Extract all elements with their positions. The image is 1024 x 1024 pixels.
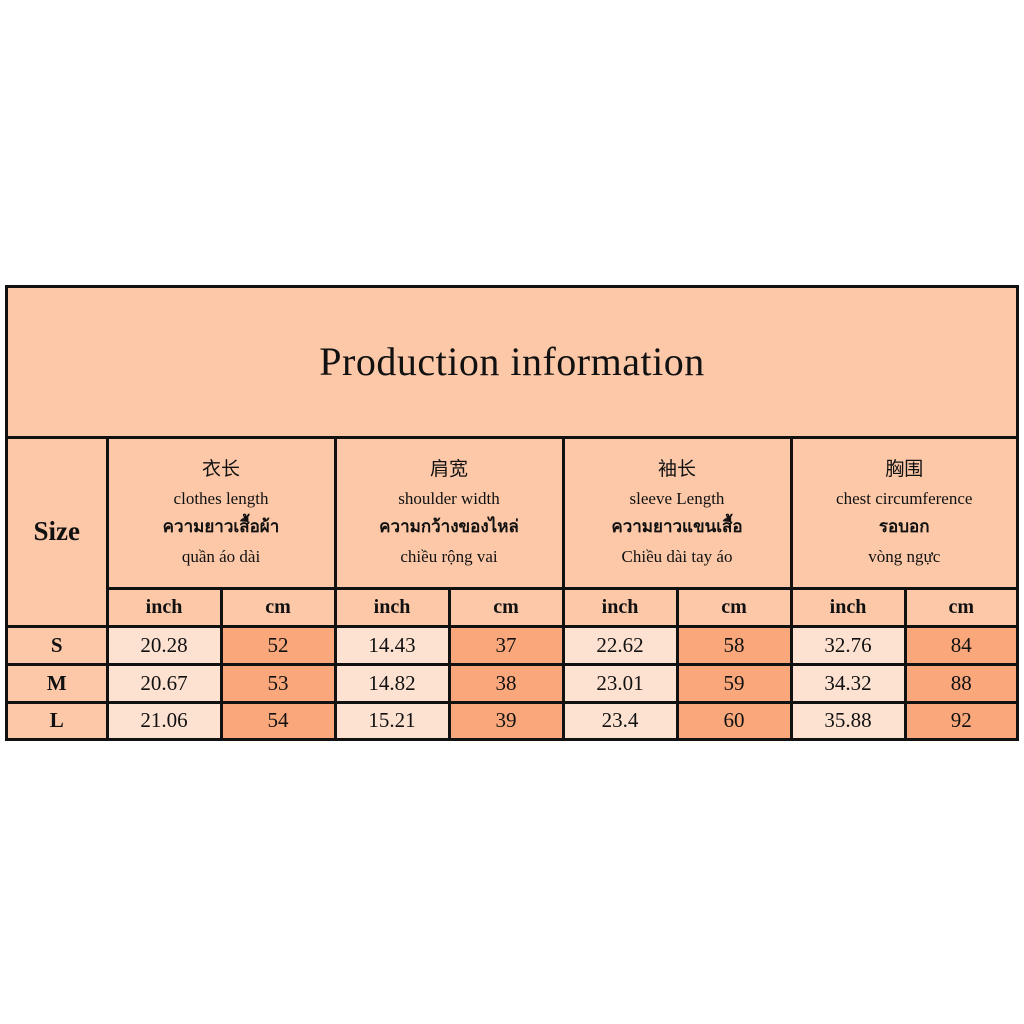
unit: cm — [721, 595, 747, 618]
value-cell: 21.06 — [108, 703, 220, 738]
label-zh: 衣长 — [201, 458, 240, 480]
size-cell: M — [8, 665, 106, 701]
value: 54 — [267, 708, 289, 733]
value-cell: 23.01 — [564, 665, 676, 701]
value-cell: 23.4 — [564, 703, 676, 738]
value: 15.21 — [368, 708, 416, 733]
value: 23.01 — [596, 670, 644, 695]
value-cell: 88 — [906, 665, 1016, 701]
unit-header: inch — [108, 589, 220, 625]
value-cell: 34.32 — [792, 665, 904, 701]
value-cell: 35.88 — [792, 703, 904, 738]
value: 38 — [495, 670, 517, 695]
label-vi: chiều rộng vai — [400, 546, 498, 566]
value-cell: 52 — [222, 627, 334, 663]
value-cell: 54 — [222, 703, 334, 738]
value-cell: 92 — [906, 703, 1016, 738]
unit: cm — [948, 595, 975, 618]
label-en: sleeve Length — [629, 488, 725, 508]
size-table: Production information Size 衣长 clothes leng… — [5, 285, 1019, 741]
value-cell: 14.82 — [336, 665, 448, 701]
label-th: รอบอก — [878, 516, 930, 537]
value: 52 — [267, 632, 289, 657]
label-zh: 胸围 — [885, 458, 924, 480]
column-header: 肩宽 shoulder width ความกว้างของไหล่ chiều rộ… — [336, 438, 562, 587]
label-en: chest circumference — [836, 488, 973, 508]
column-header: 袖长 sleeve Length ความยาวแขนเสื้อ Chiều dài … — [564, 438, 790, 587]
value: 20.67 — [140, 670, 188, 695]
value: 32.76 — [824, 632, 872, 657]
label-vi: quần áo dài — [181, 546, 261, 566]
value: 59 — [723, 670, 745, 695]
size-header-cell: Size — [8, 438, 106, 625]
unit-header: cm — [906, 589, 1016, 625]
title: Production information — [319, 339, 705, 385]
value: 14.43 — [368, 632, 416, 657]
value: 88 — [950, 670, 972, 695]
label-th: ความยาวเสื้อผ้า — [162, 516, 280, 537]
unit-header: cm — [678, 589, 790, 625]
value-cell: 84 — [906, 627, 1016, 663]
value: 84 — [950, 632, 972, 657]
unit-header: cm — [450, 589, 562, 625]
size-label: Size — [33, 516, 81, 546]
unit: inch — [145, 595, 183, 618]
value: 35.88 — [824, 708, 872, 733]
label-vi: Chiều dài tay áo — [621, 546, 733, 566]
column-header: 衣长 clothes length ความยาวเสื้อผ้า quần áo d… — [108, 438, 334, 587]
value-cell: 60 — [678, 703, 790, 738]
size-cell: L — [8, 703, 106, 738]
value-cell: 32.76 — [792, 627, 904, 663]
value-cell: 15.21 — [336, 703, 448, 738]
size: S — [50, 632, 63, 657]
label-th: ความยาวแขนเสื้อ — [611, 516, 743, 537]
unit: inch — [373, 595, 411, 618]
unit: inch — [601, 595, 639, 618]
value: 22.62 — [596, 632, 644, 657]
value-cell: 53 — [222, 665, 334, 701]
value-cell: 39 — [450, 703, 562, 738]
value: 23.4 — [601, 708, 639, 733]
value: 92 — [950, 708, 972, 733]
label-zh: 肩宽 — [429, 458, 468, 480]
label-en: clothes length — [173, 488, 269, 508]
value: 21.06 — [140, 708, 188, 733]
unit: cm — [493, 595, 519, 618]
label-zh: 袖长 — [657, 458, 696, 480]
value-cell: 22.62 — [564, 627, 676, 663]
value: 60 — [723, 708, 745, 733]
label-th: ความกว้างของไหล่ — [379, 516, 519, 537]
size: L — [49, 708, 64, 733]
unit-header: inch — [564, 589, 676, 625]
unit: cm — [265, 595, 291, 618]
value-cell: 37 — [450, 627, 562, 663]
size-cell: S — [8, 627, 106, 663]
column-header: 胸围 chest circumference รอบอก vòng ngực — [792, 438, 1016, 587]
title-cell: Production information — [8, 288, 1016, 436]
value: 20.28 — [140, 632, 188, 657]
value: 39 — [495, 708, 517, 733]
value-cell: 38 — [450, 665, 562, 701]
size: M — [46, 670, 67, 695]
unit-header: cm — [222, 589, 334, 625]
label-en: shoulder width — [398, 488, 500, 508]
value: 37 — [495, 632, 517, 657]
value-cell: 58 — [678, 627, 790, 663]
value: 53 — [267, 670, 289, 695]
unit: inch — [829, 595, 867, 618]
value: 14.82 — [368, 670, 416, 695]
unit-header: inch — [336, 589, 448, 625]
value-cell: 20.67 — [108, 665, 220, 701]
value-cell: 59 — [678, 665, 790, 701]
value-cell: 14.43 — [336, 627, 448, 663]
unit-header: inch — [792, 589, 904, 625]
label-vi: vòng ngực — [868, 546, 941, 566]
value: 34.32 — [824, 670, 872, 695]
value-cell: 20.28 — [108, 627, 220, 663]
value: 58 — [723, 632, 745, 657]
